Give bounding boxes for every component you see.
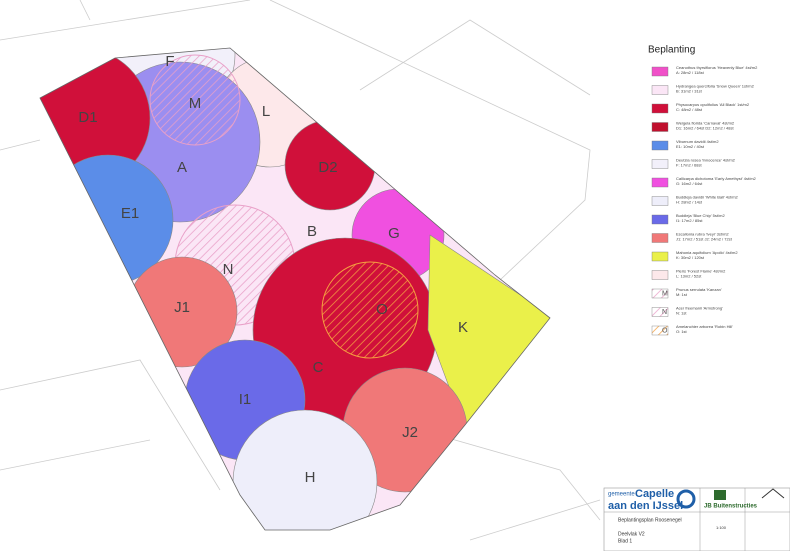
region-label: K <box>458 319 468 336</box>
legend-species: Pieris 'Forest Flame' 4st/m2 <box>676 269 726 274</box>
legend-swatch <box>651 307 669 317</box>
sheet: Deelvlak V2 <box>618 531 645 537</box>
project: Beplantingsplan Roosenegel <box>618 517 682 523</box>
legend-species: Mahonia aquifolium 'Apollo' 4st/m2 <box>676 250 738 255</box>
legend-species: Physocarpus opulifolius 'All Black' 1st/… <box>676 102 750 107</box>
region-label: D2 <box>318 159 337 176</box>
legend-code: M <box>662 290 668 297</box>
legend-species: Amelanchier arborea 'Robin Hill' <box>676 324 733 329</box>
legend-species: Buddleja 'Blue Chip' 5st/m2 <box>676 213 725 218</box>
legend-species: Callicarpa dichotoma 'Early Amethyst' 4s… <box>676 176 757 181</box>
legend-species: Ceanothus thyrsiflorus 'Heavenly Blue' 4… <box>676 65 758 70</box>
scale: 1:100 <box>716 525 727 530</box>
legend-details: K: 30m2 / 120st <box>676 255 705 260</box>
legend-swatch <box>651 196 669 206</box>
region-label: M <box>189 95 202 112</box>
legend-details: E1: 10m2 / 40st <box>676 144 705 149</box>
legend-details: B: 31m2 / 31st <box>676 89 703 94</box>
legend-swatch <box>651 288 669 299</box>
legend-details: M: 1st <box>676 292 688 297</box>
region-label: B <box>307 223 317 240</box>
legend-swatch <box>651 233 669 243</box>
legend-species: Deutzia rosea 'Innocence' 4st/m2 <box>676 158 736 163</box>
legend-swatch <box>651 159 669 169</box>
region-label: A <box>177 159 187 176</box>
legend-swatch <box>651 66 669 77</box>
region-label: I1 <box>239 391 252 408</box>
legend-details: A: 28m2 / 118st <box>676 70 705 75</box>
region-label: J1 <box>174 299 190 316</box>
legend-species: Weigela florida 'Carnaval' 4st/m2 <box>676 121 735 126</box>
title-block: gemeente Capelle aan den IJssel JB Buite… <box>603 487 790 551</box>
legend-swatch <box>651 103 669 114</box>
region-label: O <box>376 301 388 318</box>
legend-species: Acer freemanii 'Armstrong' <box>676 306 723 311</box>
region-label: N <box>223 261 234 278</box>
legend-swatch <box>651 325 669 336</box>
company: JB Buitenstructies <box>704 504 758 510</box>
municipality-bottom: aan den IJssel <box>608 500 683 512</box>
legend-swatch <box>651 214 669 225</box>
legend-species: Buddleja davidii 'White Ball' 4st/m2 <box>676 195 739 200</box>
legend-swatch <box>651 85 669 95</box>
legend-swatch <box>651 122 669 132</box>
legend-details: N: 1st <box>676 311 687 316</box>
legend-swatch <box>651 140 669 151</box>
region-label: H <box>305 469 316 486</box>
legend-species: Prunus serrulata 'Kanzan' <box>676 287 722 292</box>
legend-details: D1: 16m2 / 64st D2: 12m2 / 48st <box>676 126 734 131</box>
region-label: F <box>165 53 174 70</box>
region-label: J2 <box>402 424 418 441</box>
page-number: Blad 1 <box>618 538 632 544</box>
legend-swatch <box>651 251 669 262</box>
legend-details: H: 28m2 / 14st <box>676 200 703 205</box>
legend-details: C: 48m2 / 48st <box>676 107 703 112</box>
region-label: C <box>313 359 324 376</box>
municipality-top: gemeente <box>608 492 635 498</box>
legend-details: G: 16m2 / 64st <box>676 181 703 186</box>
legend-details: L: 13m2 / 52st <box>676 274 702 279</box>
region-label: D1 <box>78 109 97 126</box>
region-label: G <box>388 225 400 242</box>
bed-outline <box>39 47 551 531</box>
legend-details: O: 1st <box>676 329 688 334</box>
legend-details: F: 17m2 / 68st <box>676 163 702 168</box>
legend-details: I1: 17m2 / 85st <box>676 218 703 223</box>
legend-swatch <box>651 270 669 280</box>
surroundings <box>0 0 601 541</box>
region-label: E1 <box>121 205 139 222</box>
municipality: Capelle <box>635 488 674 500</box>
legend-title: Beplanting <box>648 45 695 56</box>
bed <box>40 48 550 530</box>
legend-code: O <box>662 327 668 334</box>
legend-code: N <box>662 309 667 316</box>
legend-species: Escallonia rubra 'Iveyi' 3st/m2 <box>676 232 729 237</box>
legend-species: Hydrangea quercifolia 'Snow Queen' 1st/m… <box>676 84 755 89</box>
legend-details: J1: 17m2 / 51st J2: 24m2 / 72st <box>676 237 733 242</box>
region-label: L <box>262 103 270 120</box>
legend-swatch <box>651 177 669 188</box>
legend-species: Viburnum davidii 4st/m2 <box>676 139 719 144</box>
